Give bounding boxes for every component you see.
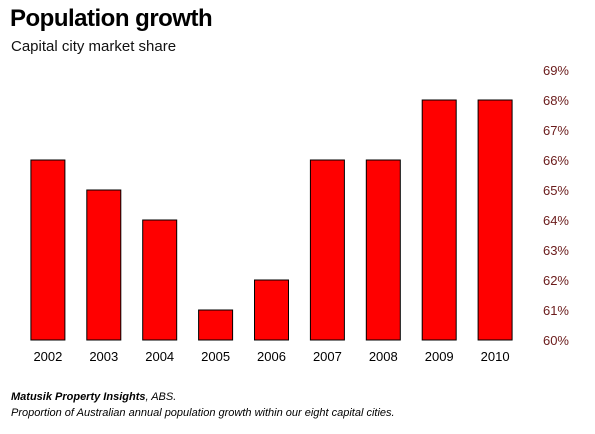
x-tick-labels: 2002 2003 2004 2005 2006 2007 2008 2009 2010 — [33, 349, 509, 364]
x-tick-label-2007: 2007 — [313, 349, 342, 364]
y-tick-label-67: 67% — [543, 123, 569, 138]
y-tick-label-64: 64% — [543, 213, 569, 228]
bar-2003 — [86, 189, 122, 341]
source-name: Matusik Property Insights — [11, 391, 146, 403]
y-tick-label-69: 69% — [543, 63, 569, 78]
y-tick-label-61: 61% — [543, 303, 569, 318]
bar-2006 — [254, 279, 289, 341]
y-tick-label-65: 65% — [543, 183, 569, 198]
x-tick-label-2009: 2009 — [425, 349, 454, 364]
bar-2002 — [30, 159, 66, 341]
chart-note: Proportion of Australian annual populati… — [11, 407, 395, 419]
bar-2004 — [142, 219, 178, 341]
bar-2009 — [421, 99, 457, 341]
source-rest: , ABS. — [145, 391, 177, 403]
x-tick-label-2010: 2010 — [481, 349, 510, 364]
bar-2008 — [365, 159, 401, 341]
y-tick-label-63: 63% — [543, 243, 569, 258]
x-tick-label-2006: 2006 — [257, 349, 286, 364]
bars-group — [30, 99, 513, 341]
bar-2007 — [309, 159, 345, 341]
x-tick-label-2008: 2008 — [369, 349, 398, 364]
source-line: Matusik Property Insights, ABS. — [11, 391, 176, 403]
y-tick-label-66: 66% — [543, 153, 569, 168]
y-tick-labels: 60% 61% 62% 63% 64% 65% 66% 67% 68% 69% — [543, 63, 569, 348]
chart-subtitle: Capital city market share — [11, 38, 177, 55]
x-tick-label-2003: 2003 — [89, 349, 118, 364]
bar-2005 — [198, 309, 234, 341]
y-tick-label-62: 62% — [543, 273, 569, 288]
y-tick-label-60: 60% — [543, 333, 569, 348]
bar-2010 — [477, 99, 513, 341]
x-tick-label-2004: 2004 — [145, 349, 174, 364]
chart-title: Population growth — [10, 5, 213, 32]
y-tick-label-68: 68% — [543, 93, 569, 108]
x-tick-label-2002: 2002 — [33, 349, 62, 364]
x-tick-label-2005: 2005 — [201, 349, 230, 364]
